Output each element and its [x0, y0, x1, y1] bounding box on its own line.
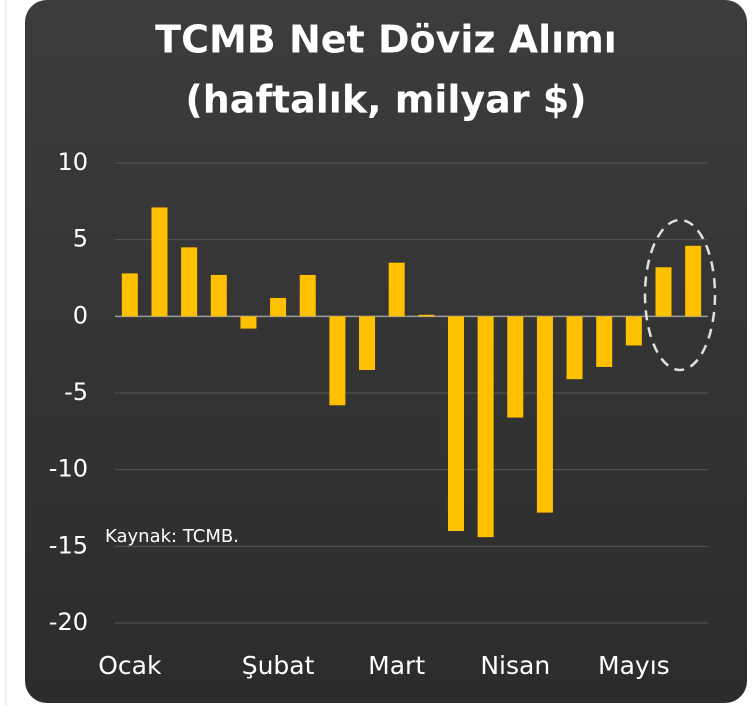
bar — [151, 207, 168, 317]
bar — [655, 267, 672, 317]
bar — [181, 247, 198, 317]
annotation: Kaynak: TCMB. — [105, 526, 239, 547]
x-tick-label: Mayıs — [598, 651, 670, 680]
bar — [536, 316, 553, 513]
bar — [477, 316, 494, 538]
x-tick-label: Şubat — [242, 651, 315, 680]
y-tick-label: -5 — [64, 378, 88, 406]
bar — [299, 274, 316, 317]
y-tick-label: 5 — [73, 225, 88, 253]
bar — [685, 245, 702, 317]
bar — [566, 316, 583, 380]
bar — [270, 297, 287, 317]
x-tick-label: Ocak — [98, 651, 162, 680]
y-tick-label: -15 — [49, 531, 88, 559]
y-tick-label: -20 — [49, 608, 88, 636]
x-tick-label: Nisan — [480, 651, 550, 680]
bar — [507, 316, 524, 418]
bar — [121, 273, 138, 317]
bar — [388, 262, 405, 317]
bar — [447, 316, 464, 531]
chart-title: TCMB Net Döviz Alımı — [155, 18, 617, 62]
y-tick-label: 0 — [73, 301, 88, 329]
panel — [25, 0, 747, 703]
bar — [210, 274, 227, 317]
bar — [359, 316, 376, 370]
bar — [418, 314, 435, 317]
highlight-ellipse — [643, 218, 717, 372]
y-tick-label: 10 — [57, 148, 88, 176]
bar — [329, 316, 346, 406]
bar — [596, 316, 613, 367]
chart-subtitle: (haftalık, milyar $) — [185, 78, 586, 122]
y-tick-label: -10 — [49, 455, 88, 483]
bar — [625, 316, 642, 346]
x-tick-label: Mart — [368, 651, 425, 680]
bar — [240, 316, 257, 329]
